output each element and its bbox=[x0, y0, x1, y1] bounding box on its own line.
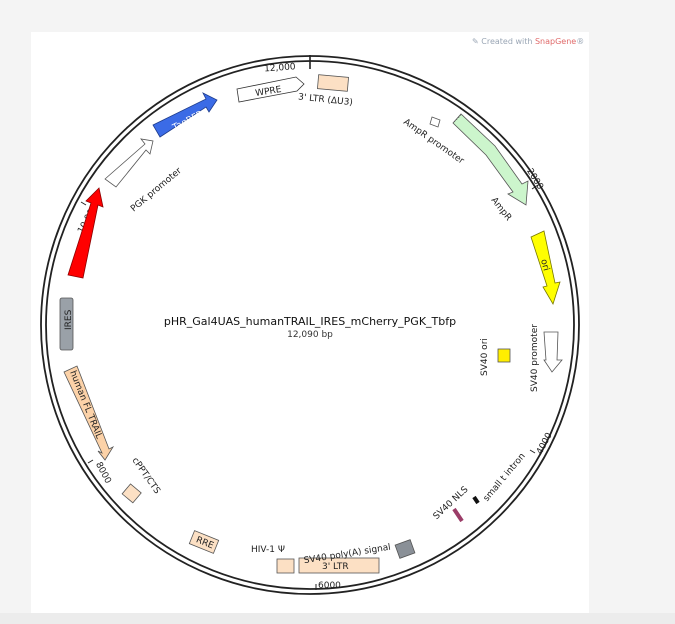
plasmid-length: 12,090 bp bbox=[287, 330, 333, 340]
credit-brand: SnapGene bbox=[534, 37, 577, 46]
credit-prefix: Created with bbox=[481, 37, 535, 46]
feature-small-t-intron[interactable] bbox=[472, 495, 480, 505]
feature-3ltr[interactable] bbox=[298, 557, 380, 574]
feature-sv40-nls[interactable] bbox=[452, 507, 464, 523]
tick-2000 bbox=[531, 184, 539, 190]
snapgene-credit: ✎ Created with SnapGene® bbox=[472, 37, 584, 46]
feature-3ltr-du3-label: 3' LTR (ΔU3) bbox=[298, 92, 354, 108]
feature-sv40-promoter-label: SV40 promoter bbox=[530, 324, 540, 392]
feature-wpre[interactable] bbox=[236, 76, 305, 103]
feature-tagbfp[interactable] bbox=[152, 92, 218, 138]
feature-sv40-polya[interactable] bbox=[394, 539, 416, 559]
plasmid-name: pHR_Gal4UAS_humanTRAIL_IRES_mCherry_PGK_… bbox=[164, 315, 456, 328]
feature-ampr-label: AmpR bbox=[489, 196, 513, 223]
feature-ori[interactable] bbox=[530, 230, 561, 305]
tick-8000 bbox=[87, 459, 94, 464]
feature-rre[interactable] bbox=[188, 530, 220, 554]
feature-sv40-promoter[interactable] bbox=[543, 331, 563, 373]
feature-small-t-intron-label: small t intron bbox=[482, 452, 528, 504]
feature-ampr[interactable] bbox=[452, 113, 529, 206]
feature-hiv1-psi[interactable] bbox=[276, 558, 295, 574]
credit-mark: ® bbox=[576, 37, 585, 46]
feature-pgk-promoter-label: PGK promoter bbox=[129, 166, 184, 214]
feature-sv40-ori-label: SV40 ori bbox=[480, 338, 490, 376]
feature-human-fl-trail-label: human FL TRAIL bbox=[67, 369, 103, 440]
feature-3ltr-du3[interactable] bbox=[317, 74, 349, 92]
feature-sv40-ori[interactable] bbox=[497, 348, 511, 363]
tick-10000 bbox=[80, 201, 87, 206]
tick-label-6000: 6000 bbox=[318, 581, 341, 591]
tick-4000 bbox=[529, 449, 536, 454]
tick-label-8000: 8000 bbox=[93, 461, 113, 486]
feature-wpre-label: WPRE bbox=[255, 85, 283, 99]
feature-ires-label: IRES bbox=[64, 309, 74, 330]
bottom-bar bbox=[0, 613, 675, 624]
feature-human-fl-trail[interactable] bbox=[63, 365, 115, 461]
feature-ampr-promoter[interactable] bbox=[429, 116, 441, 128]
snapgene-logo-icon: ✎ bbox=[472, 37, 482, 46]
feature-hiv1-psi-label: HIV-1 Ψ bbox=[251, 545, 285, 555]
feature-3ltr-label: 3' LTR bbox=[322, 562, 349, 572]
feature-pgk-promoter[interactable] bbox=[104, 138, 154, 188]
tick-label-12000: 12,000 bbox=[264, 62, 296, 74]
feature-ires[interactable] bbox=[59, 297, 74, 351]
feature-cppt-cts[interactable] bbox=[121, 483, 142, 504]
feature-mcherry[interactable] bbox=[67, 187, 104, 279]
feature-sv40-nls-label: SV40 NLS bbox=[432, 485, 471, 522]
feature-ori-label: ori bbox=[538, 258, 551, 272]
